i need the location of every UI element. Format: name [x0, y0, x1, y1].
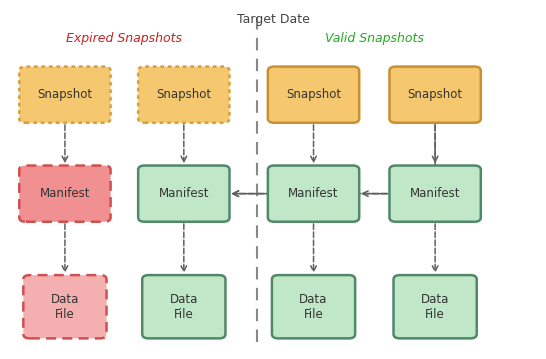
FancyBboxPatch shape [268, 165, 359, 222]
Text: Manifest: Manifest [288, 187, 339, 200]
FancyBboxPatch shape [19, 66, 111, 123]
FancyBboxPatch shape [389, 165, 481, 222]
FancyBboxPatch shape [268, 66, 359, 123]
Text: Expired Snapshots: Expired Snapshots [67, 32, 182, 45]
Text: Data
File: Data File [170, 293, 198, 321]
Text: Data
File: Data File [421, 293, 449, 321]
Text: Snapshot: Snapshot [156, 88, 211, 101]
Text: Snapshot: Snapshot [37, 88, 92, 101]
Text: Manifest: Manifest [40, 187, 90, 200]
Text: Valid Snapshots: Valid Snapshots [325, 32, 424, 45]
FancyBboxPatch shape [138, 66, 229, 123]
Text: Snapshot: Snapshot [407, 88, 462, 101]
FancyBboxPatch shape [19, 165, 111, 222]
Text: Manifest: Manifest [410, 187, 460, 200]
FancyBboxPatch shape [389, 66, 481, 123]
FancyBboxPatch shape [138, 165, 229, 222]
Text: Snapshot: Snapshot [286, 88, 341, 101]
FancyBboxPatch shape [394, 275, 477, 339]
Text: Target Date: Target Date [236, 13, 310, 26]
FancyBboxPatch shape [23, 275, 106, 339]
Text: Manifest: Manifest [158, 187, 209, 200]
FancyBboxPatch shape [142, 275, 225, 339]
Text: Data
File: Data File [51, 293, 79, 321]
Text: Data
File: Data File [299, 293, 328, 321]
FancyBboxPatch shape [272, 275, 355, 339]
